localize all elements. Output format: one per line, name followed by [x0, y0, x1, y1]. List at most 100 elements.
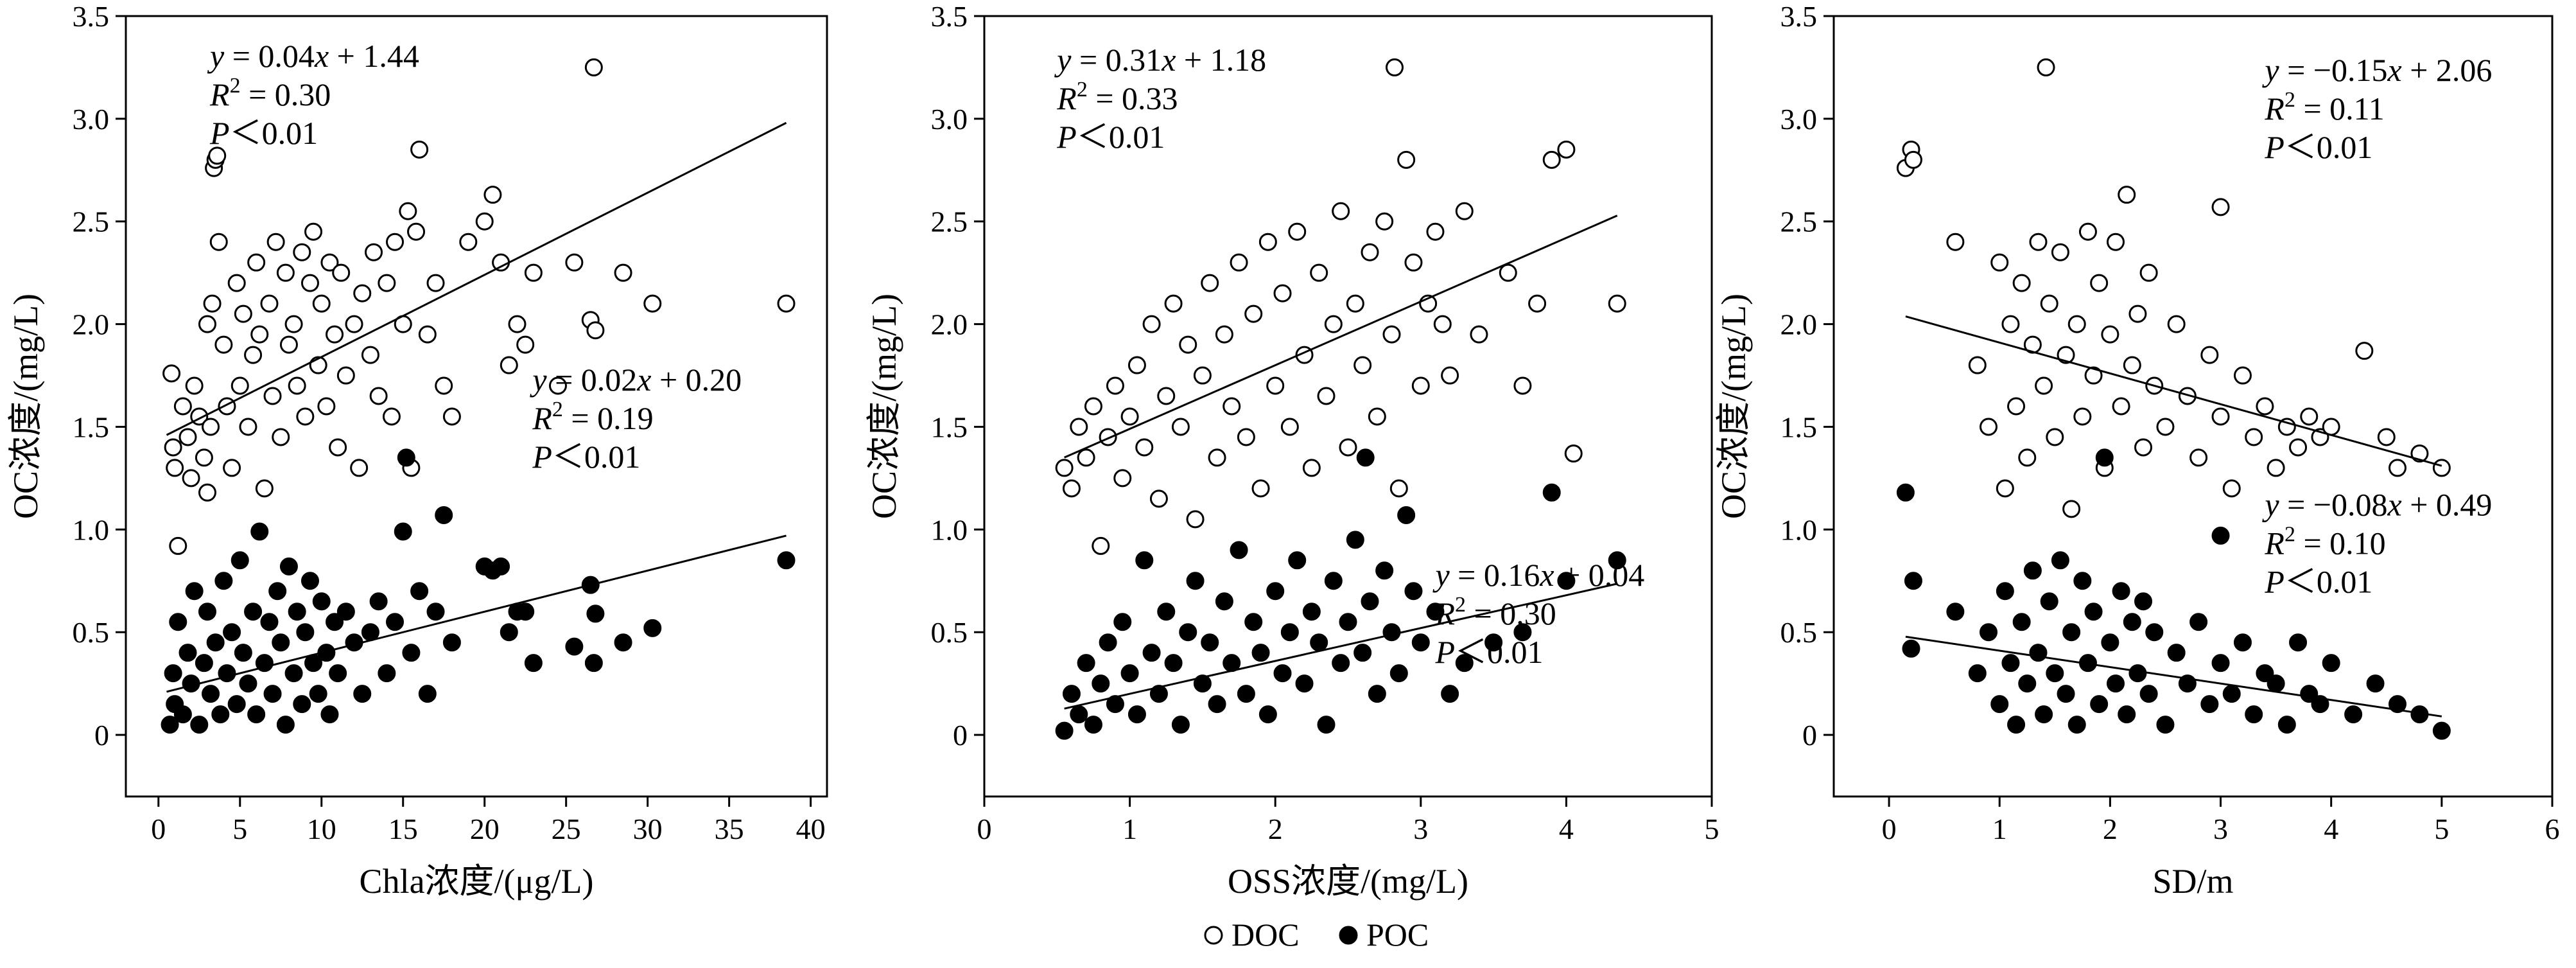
doc-point — [1230, 253, 1248, 272]
doc-point — [565, 253, 584, 272]
poc-point — [1157, 603, 1176, 621]
doc-point — [2300, 407, 2319, 426]
p-value: P＜0.01 — [2264, 129, 2372, 165]
p-symbol: P — [532, 439, 552, 475]
x-tick-label: 25 — [552, 813, 581, 845]
equation-part: + 2.06 — [2402, 52, 2493, 88]
doc-point — [500, 356, 518, 374]
regression-equation: y = 0.02x + 0.20 — [529, 362, 742, 398]
poc-point — [2432, 721, 2451, 740]
poc-point — [2344, 705, 2363, 724]
doc-point — [2277, 418, 2296, 436]
x-axis-label: SD/m — [2152, 862, 2233, 901]
doc-point — [2410, 444, 2429, 463]
doc-point — [1332, 202, 1350, 220]
poc-point — [2106, 674, 2125, 693]
poc-point — [1135, 551, 1154, 570]
doc-point — [2245, 428, 2263, 446]
r-symbol: R — [2264, 91, 2284, 127]
doc-point — [1996, 479, 2014, 498]
poc-point — [1361, 592, 1379, 611]
poc-point — [2167, 644, 2186, 662]
doc-point — [1215, 325, 1233, 344]
r-squared-value: = 0.10 — [2295, 525, 2386, 561]
poc-point — [329, 664, 347, 683]
r-squared: R2 = 0.19 — [532, 398, 653, 436]
p-threshold: ＜0.01 — [552, 439, 641, 475]
doc-point — [2134, 438, 2153, 457]
x-tick-label: 3 — [2213, 813, 2228, 845]
doc-point — [2377, 428, 2396, 446]
poc-point — [1179, 623, 1197, 642]
regression-equation: y = 0.16x + 0.04 — [1432, 557, 1644, 593]
doc-point — [173, 397, 192, 416]
y-tick-label: 2.5 — [931, 206, 968, 238]
poc-point — [1055, 721, 1074, 740]
doc-point — [2001, 315, 2020, 333]
y-tick-label: 2.5 — [73, 206, 110, 238]
doc-fit-line — [1064, 215, 1618, 459]
doc-point — [459, 233, 478, 251]
poc-point — [231, 551, 249, 570]
poc-point — [195, 654, 213, 673]
doc-point — [407, 222, 426, 241]
poc-point — [260, 613, 279, 631]
doc-point — [2067, 315, 2086, 333]
chla-panel: 0 5 10 15 20 25 30 35 40 0 0.5 1.0 1.5 2.0 2.5 3.0 3.5 Ch… — [6, 0, 828, 901]
doc-point — [263, 387, 282, 405]
poc-point — [2256, 664, 2274, 683]
poc-point — [1310, 633, 1328, 652]
doc-point — [2322, 418, 2340, 436]
poc-point — [1990, 695, 2009, 714]
doc-point — [2040, 294, 2058, 313]
equation-part: = −0.08 — [2279, 487, 2388, 523]
r-squared: R2 = 0.11 — [2264, 88, 2384, 127]
doc-point — [185, 376, 204, 395]
poc-point — [442, 633, 461, 652]
poc-point — [1288, 551, 1307, 570]
poc-point — [1070, 705, 1088, 724]
poc-point — [227, 695, 246, 714]
doc-point — [1120, 407, 1139, 426]
doc-point — [2090, 274, 2109, 292]
poc-point — [1946, 603, 1965, 621]
doc-point — [1990, 253, 2009, 272]
poc-point — [1484, 633, 1503, 652]
x-tick-label: 4 — [1559, 813, 1574, 845]
y-tick-label: 0 — [94, 719, 109, 752]
r-symbol: R — [1434, 595, 1455, 631]
doc-point — [1237, 428, 1255, 446]
doc-point — [178, 428, 197, 446]
poc-point — [614, 633, 632, 652]
doc-point — [284, 315, 303, 333]
doc-point — [2432, 459, 2451, 477]
poc-point — [2322, 654, 2340, 673]
poc-point — [1201, 633, 1219, 652]
doc-point — [508, 315, 527, 333]
poc-point — [2211, 654, 2230, 673]
doc-point — [2167, 315, 2186, 333]
poc-point — [2388, 695, 2406, 714]
poc-point — [1084, 716, 1102, 734]
poc-point — [1404, 582, 1423, 601]
legend-poc-marker — [1339, 926, 1358, 945]
legend: DOC POC — [1204, 917, 1429, 953]
doc-point — [320, 253, 339, 272]
doc-point — [1208, 448, 1226, 467]
x-tick-label: 0 — [1882, 813, 1897, 845]
doc-point — [1193, 366, 1212, 385]
y-tick-label: 0.5 — [931, 616, 968, 649]
poc-point — [500, 623, 518, 642]
r-symbol: R — [1056, 80, 1077, 116]
doc-point — [293, 243, 311, 261]
poc-point — [1608, 551, 1626, 570]
p-symbol: P — [209, 115, 230, 151]
doc-point — [1542, 150, 1561, 169]
doc-point — [2062, 500, 2081, 518]
poc-point — [2090, 695, 2109, 714]
y-tick-label: 2.0 — [931, 308, 968, 341]
poc-point — [1332, 654, 1350, 673]
doc-point — [244, 346, 263, 364]
doc-point — [777, 294, 796, 313]
